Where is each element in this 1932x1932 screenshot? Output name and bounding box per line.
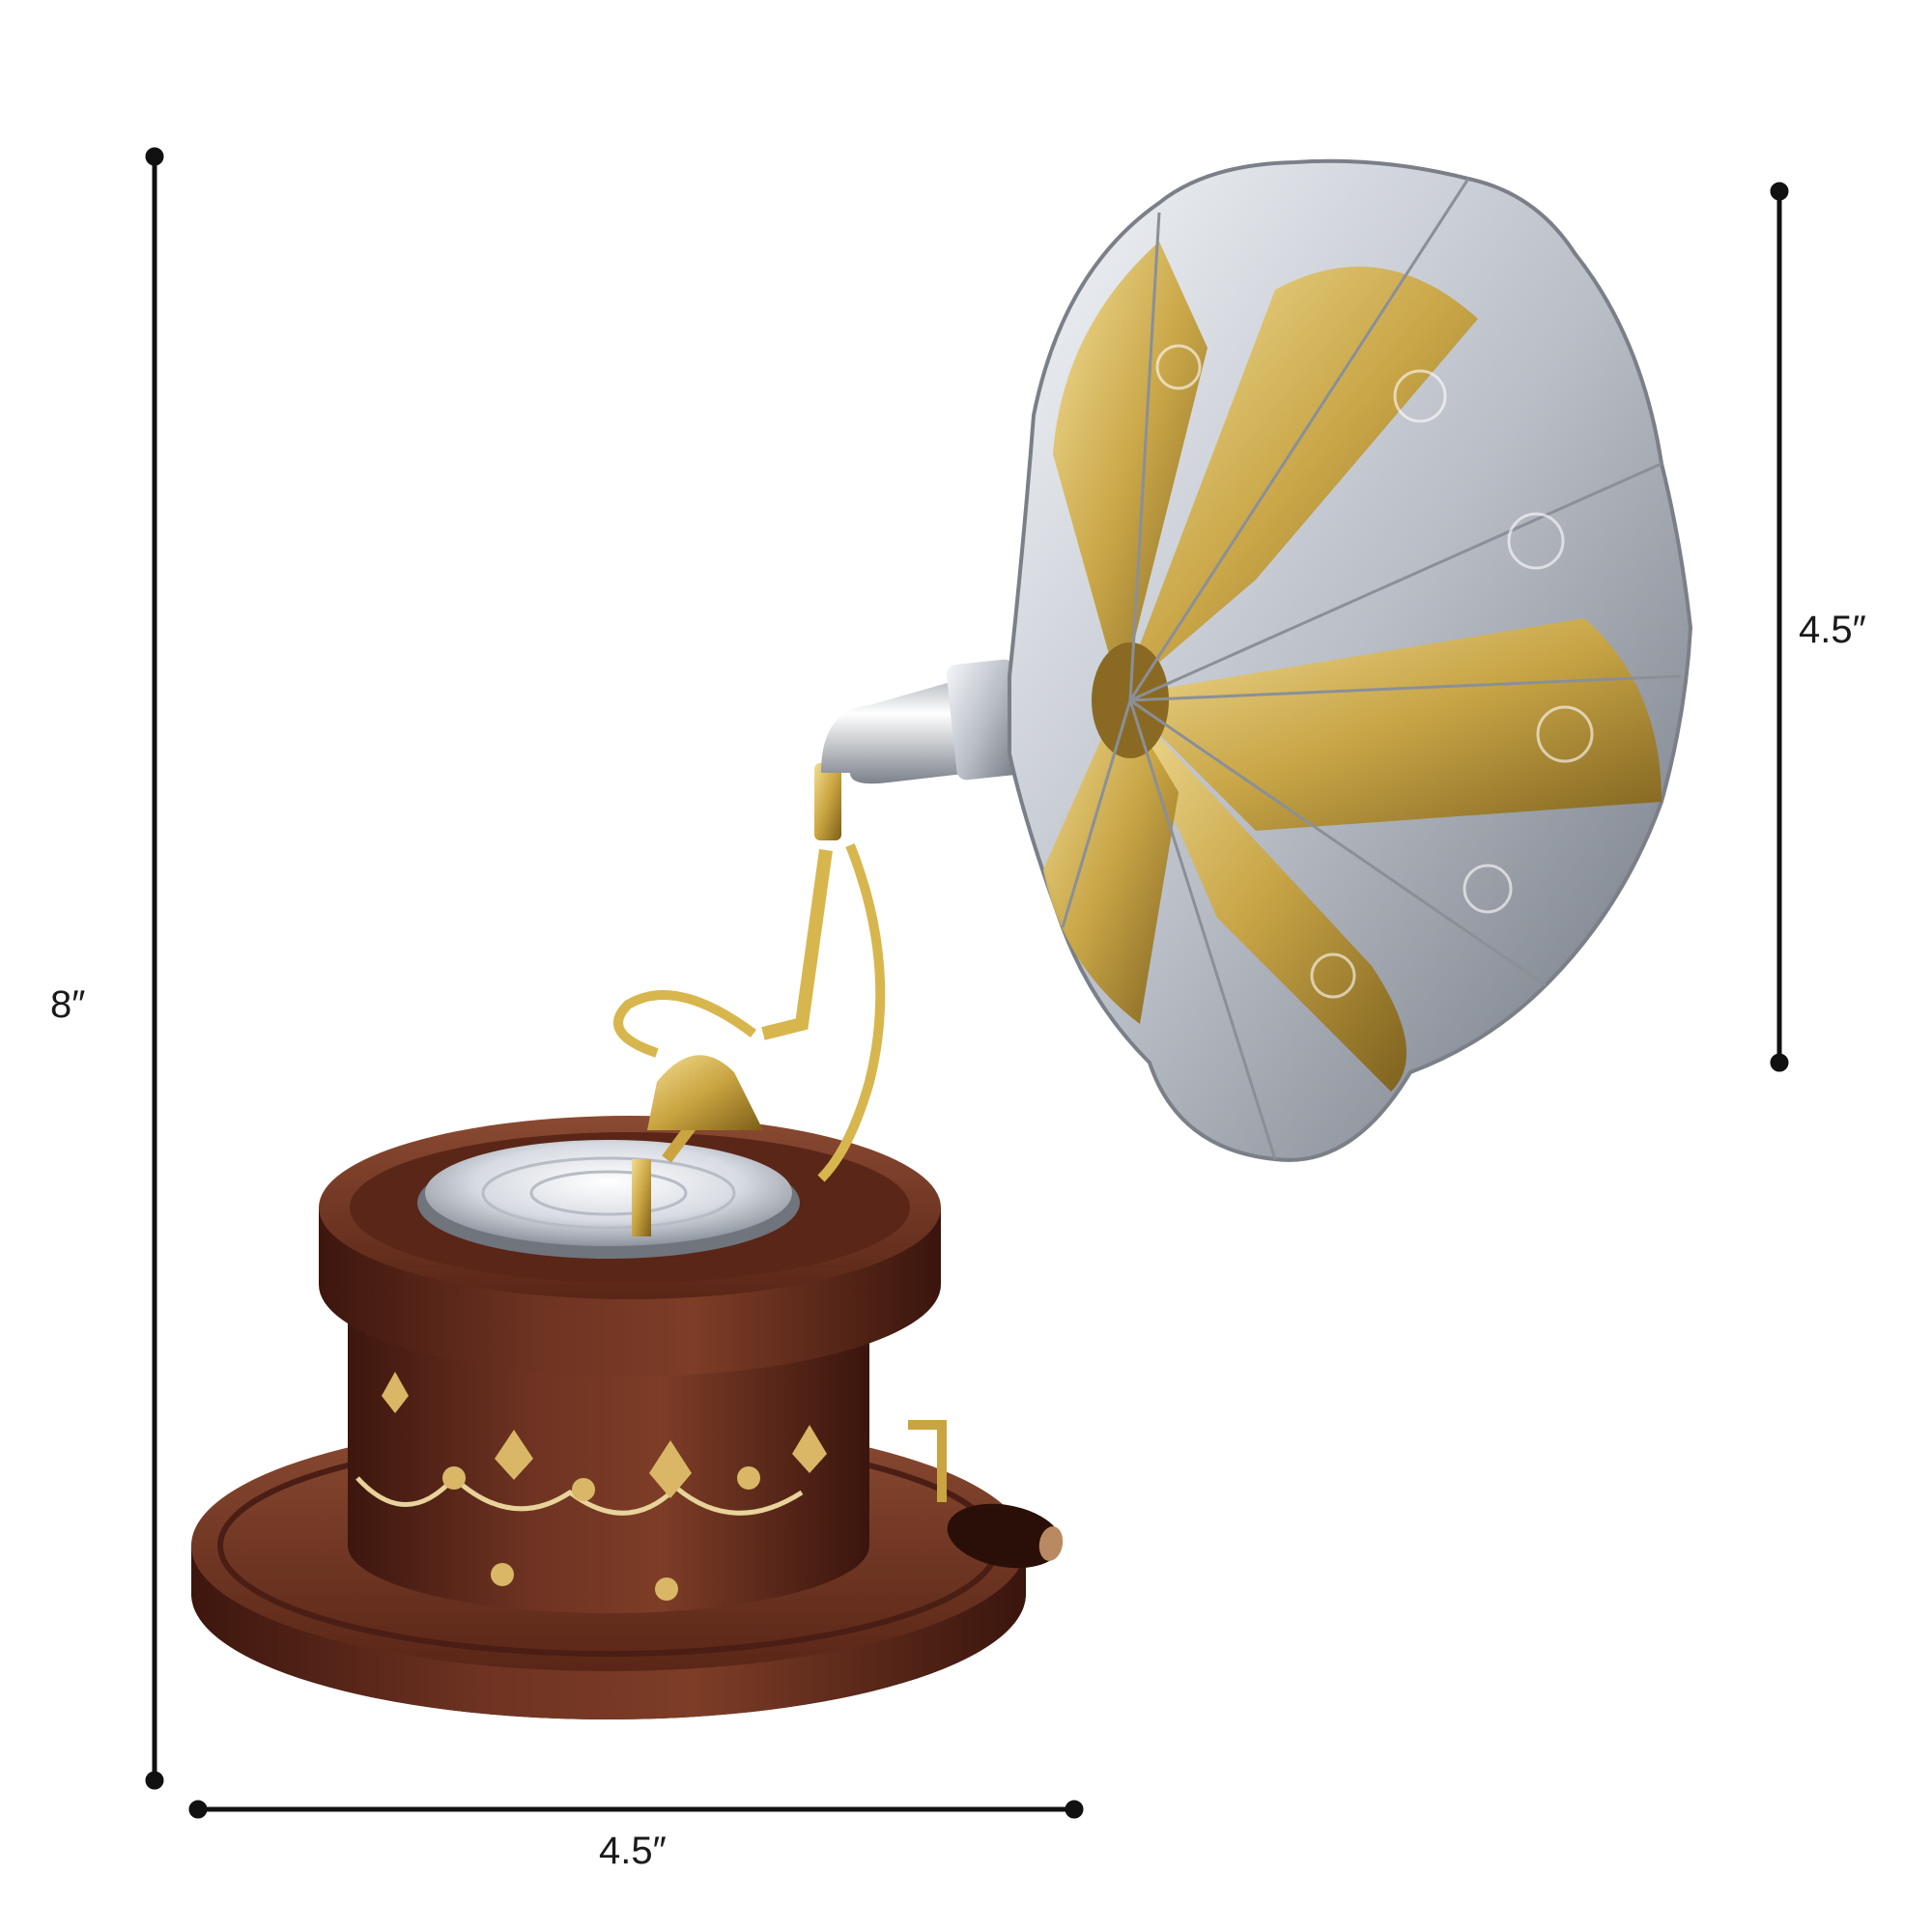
- horn-neck-pipe: [821, 659, 1025, 784]
- crank-handle: [908, 1420, 1064, 1569]
- tone-arm: [613, 763, 886, 1182]
- sound-box: [647, 1055, 763, 1130]
- embossed-flower-pattern: [1155, 344, 1594, 999]
- horn-dimension-line: [1770, 182, 1789, 1072]
- height-dimension-line: [145, 147, 164, 1790]
- horn-bell: [1008, 158, 1693, 1162]
- spindle: [632, 1159, 651, 1236]
- horn-dimension-label: 4.5″: [1799, 609, 1866, 651]
- height-dimension-label: 8″: [50, 983, 86, 1026]
- silver-turntable: [417, 1140, 800, 1259]
- brass-inlay-line: [355, 1474, 804, 1516]
- width-dimension-line: [188, 1800, 1084, 1819]
- width-dimension-label: 4.5″: [599, 1830, 667, 1872]
- brass-inlay-pattern: [382, 1372, 827, 1601]
